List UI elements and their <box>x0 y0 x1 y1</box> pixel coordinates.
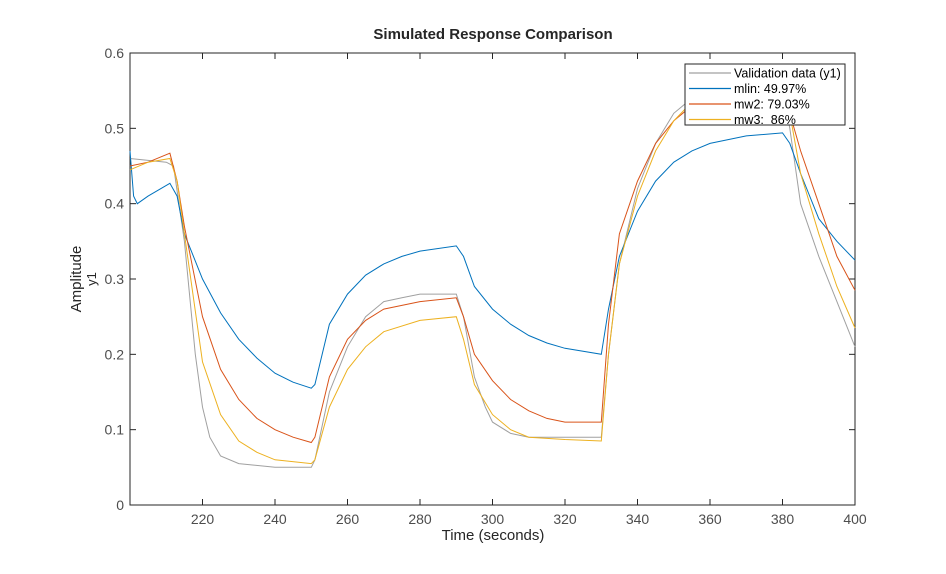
series-line-1 <box>129 132 856 389</box>
y-axis-label: Amplitude <box>68 246 85 313</box>
x-tick-label: 300 <box>481 511 505 527</box>
y-tick-label: 0.1 <box>105 422 125 438</box>
legend: Validation data (y1)mlin: 49.97% mw2: 79.… <box>684 63 846 127</box>
x-tick-label: 400 <box>843 511 867 527</box>
x-tick-label: 220 <box>191 511 215 527</box>
legend-entry: mw2: 79.03% <box>734 98 810 112</box>
legend-entry: mw3: 86% <box>734 113 796 127</box>
x-tick-label: 360 <box>698 511 722 527</box>
y-axis-channel-label: y1 <box>84 272 99 286</box>
x-tick-label: 380 <box>771 511 795 527</box>
x-tick-label: 280 <box>408 511 432 527</box>
x-tick-label: 260 <box>336 511 360 527</box>
x-tick-label: 320 <box>553 511 577 527</box>
x-tick-label: 240 <box>263 511 287 527</box>
y-tick-label: 0.6 <box>105 45 125 61</box>
chart-title: Simulated Response Comparison <box>373 26 612 43</box>
y-tick-label: 0 <box>116 497 124 513</box>
x-axis-label: Time (seconds) <box>442 527 545 544</box>
y-tick-label: 0.4 <box>105 196 125 212</box>
y-tick-label: 0.5 <box>105 120 125 136</box>
x-tick-label: 340 <box>626 511 650 527</box>
y-tick-label: 0.3 <box>105 271 125 287</box>
legend-entry: Validation data (y1) <box>734 67 841 81</box>
y-tick-label: 0.2 <box>105 346 125 362</box>
plot-area <box>129 52 856 506</box>
legend-entry: mlin: 49.97% <box>734 82 806 96</box>
